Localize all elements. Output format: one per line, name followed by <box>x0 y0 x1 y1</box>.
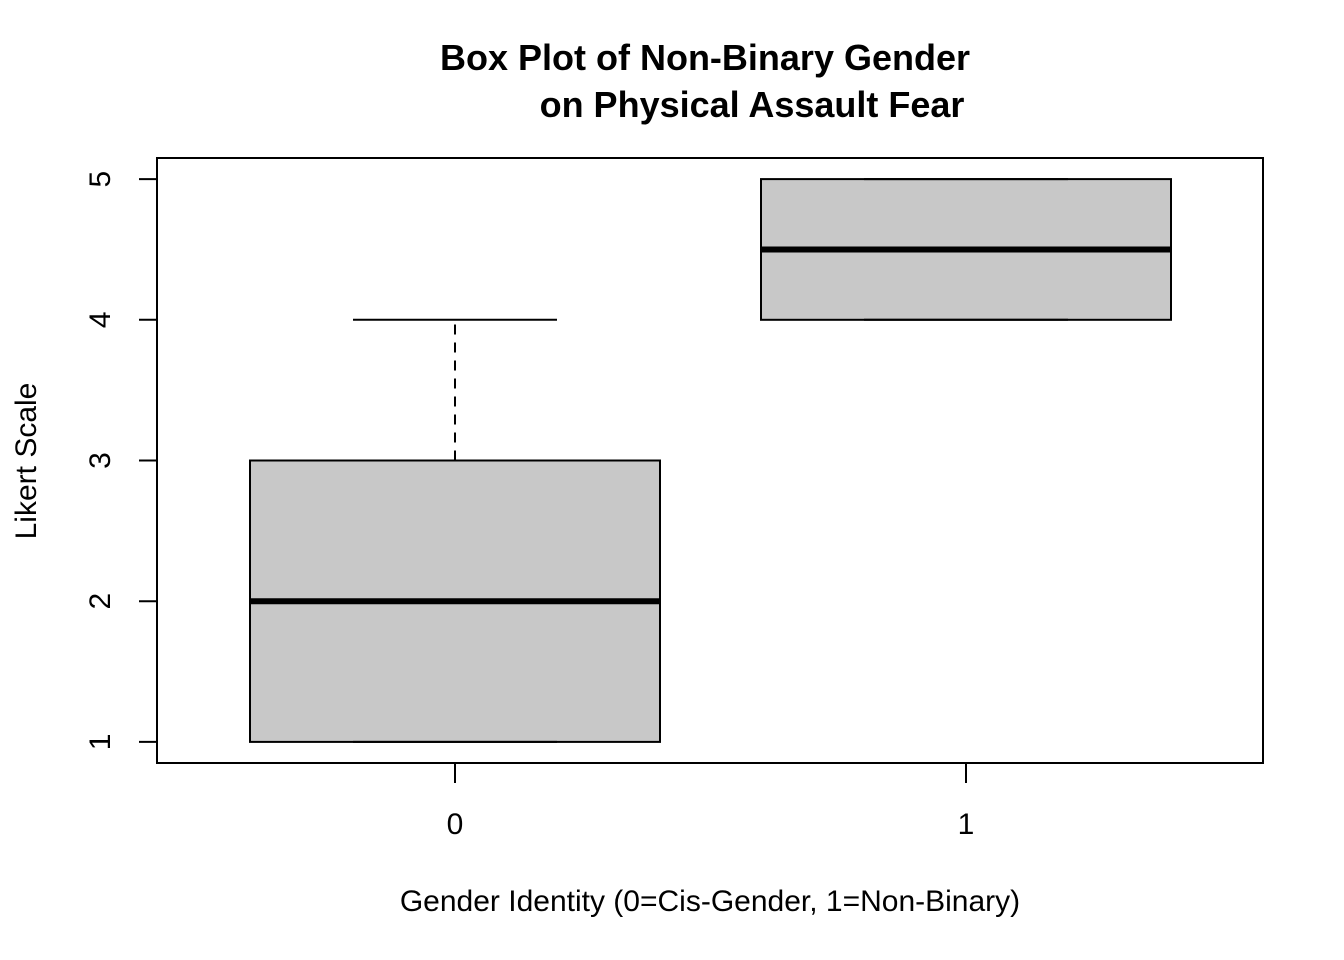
y-tick-label-4: 4 <box>84 311 117 328</box>
y-axis: 1 2 3 4 5 <box>84 171 157 750</box>
x-tick-label-0: 0 <box>447 808 464 841</box>
box-group <box>249 178 1172 743</box>
box-0 <box>249 318 661 743</box>
y-axis-label: Likert Scale <box>10 383 43 540</box>
chart-title-line-2: on Physical Assault Fear <box>540 84 965 125</box>
box-1 <box>760 178 1172 321</box>
y-tick-label-3: 3 <box>84 452 117 469</box>
chart-title-line-1: Box Plot of Non-Binary Gender <box>440 37 970 78</box>
y-tick-label-5: 5 <box>84 171 117 188</box>
x-axis-label: Gender Identity (0=Cis-Gender, 1=Non-Bin… <box>400 885 1020 918</box>
x-tick-label-1: 1 <box>958 808 975 841</box>
y-tick-label-2: 2 <box>84 593 117 610</box>
y-tick-label-1: 1 <box>84 734 117 751</box>
